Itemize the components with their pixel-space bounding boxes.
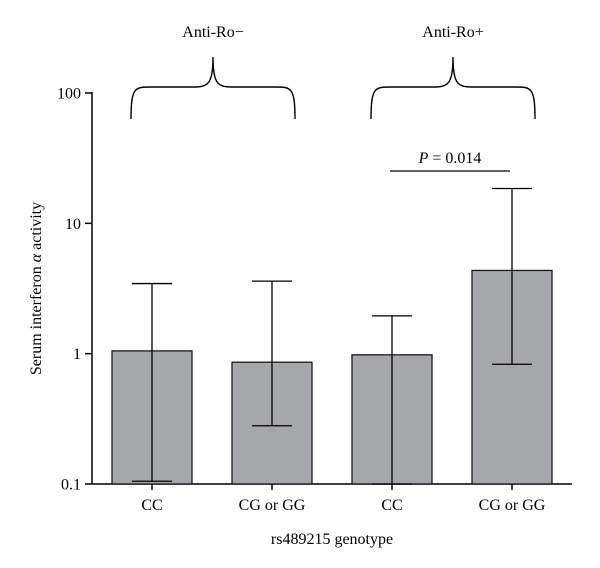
y-axis-title-prefix: Serum interferon bbox=[28, 262, 45, 375]
y-tick-label: 0.1 bbox=[61, 477, 81, 494]
p-value-text: = 0.014 bbox=[428, 150, 481, 167]
x-tick-label: CG or GG bbox=[479, 497, 546, 514]
p-value-label: P = 0.014 bbox=[418, 150, 482, 167]
error-bar bbox=[492, 187, 532, 365]
x-axis-title: rs489215 genotype bbox=[271, 531, 393, 548]
y-axis-title-symbol: α bbox=[28, 253, 45, 262]
bars bbox=[111, 187, 553, 485]
y-axis-title: Serum interferon α activity bbox=[28, 202, 45, 375]
group-brace bbox=[370, 56, 536, 120]
error-bar bbox=[252, 280, 292, 427]
y-tick-label: 1 bbox=[73, 346, 81, 363]
y-axis-title-suffix: activity bbox=[28, 202, 45, 254]
x-tick-label: CG or GG bbox=[239, 497, 306, 514]
x-axis-ticks: CC CG or GG CC CG or GG bbox=[141, 484, 546, 514]
y-tick-label: 100 bbox=[57, 86, 81, 103]
x-tick-label: CC bbox=[381, 497, 402, 514]
group-label: Anti-Ro− bbox=[182, 24, 243, 41]
group-brace bbox=[130, 56, 296, 120]
y-tick-label: 10 bbox=[65, 216, 81, 233]
y-axis-ticks: 0.1 1 10 100 bbox=[57, 86, 92, 494]
p-value-annotation: P = 0.014 bbox=[390, 150, 510, 172]
p-symbol: P bbox=[418, 150, 429, 167]
group-label: Anti-Ro+ bbox=[422, 24, 483, 41]
error-bar bbox=[132, 282, 172, 482]
x-tick-label: CC bbox=[141, 497, 162, 514]
group-braces: Anti-Ro− Anti-Ro+ bbox=[130, 24, 536, 120]
